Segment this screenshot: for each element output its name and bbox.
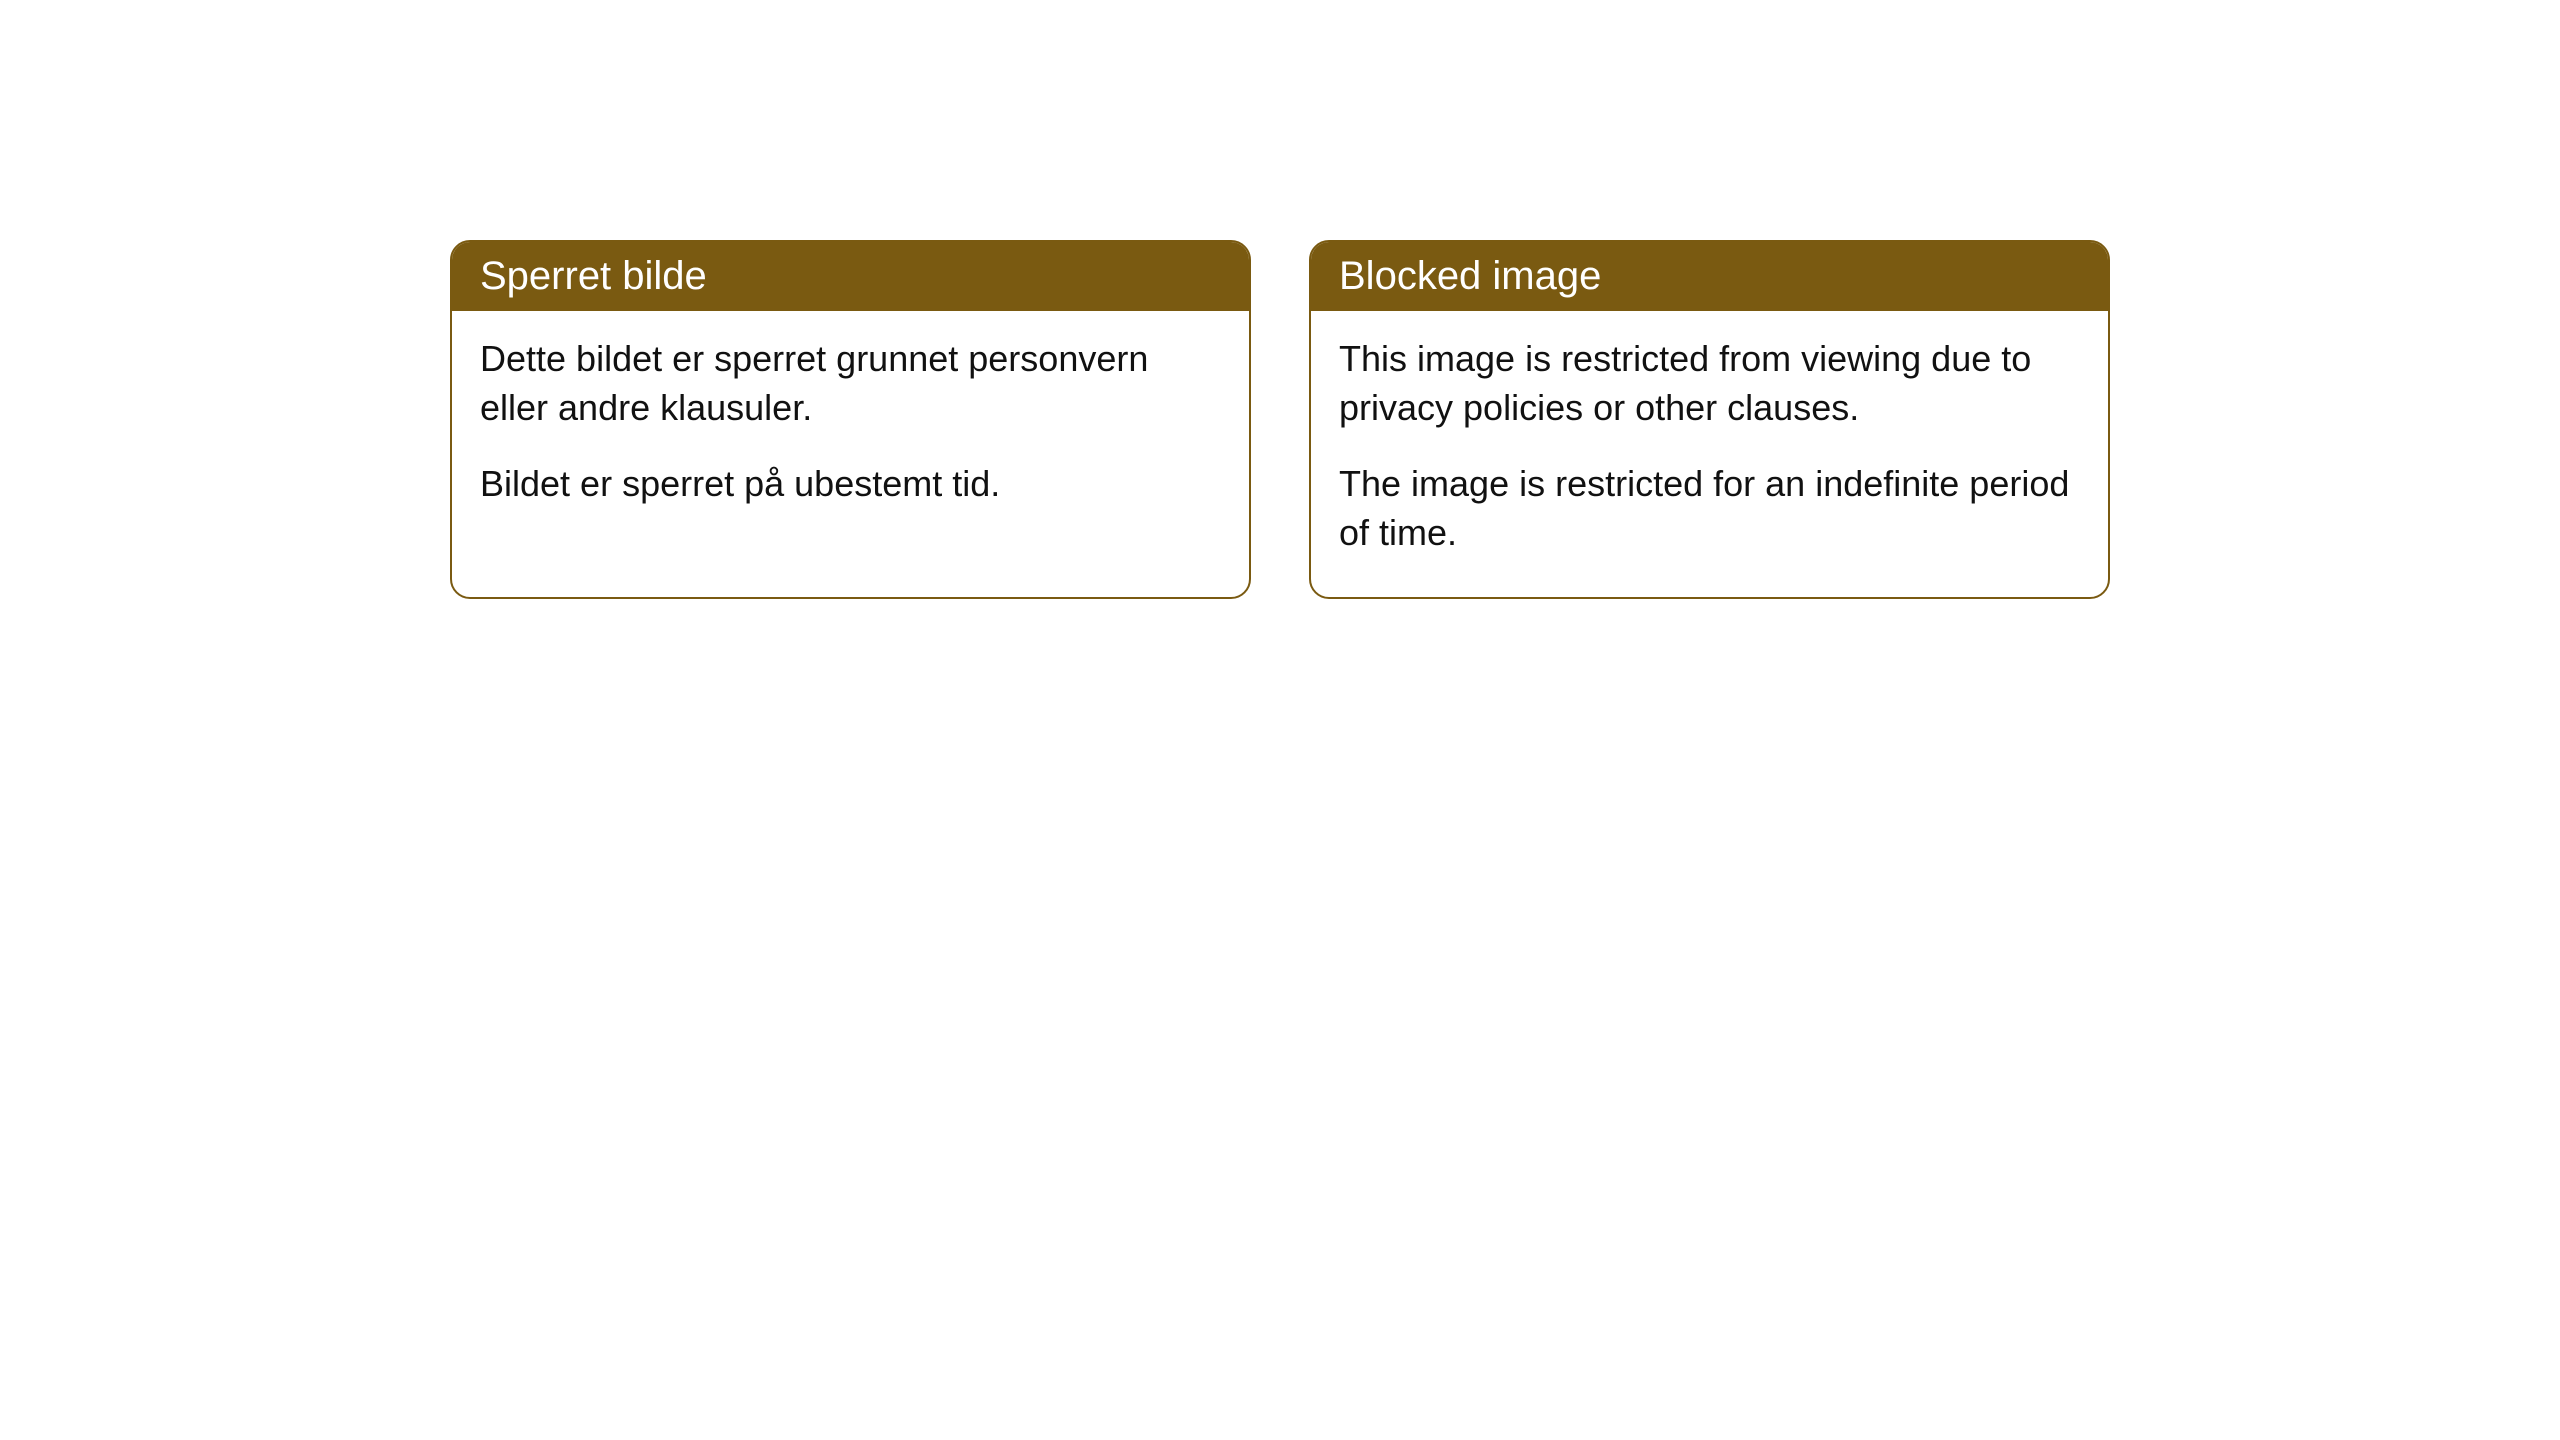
card-header-norwegian: Sperret bilde	[452, 242, 1249, 311]
cards-container: Sperret bilde Dette bildet er sperret gr…	[450, 240, 2110, 599]
card-title-norwegian: Sperret bilde	[480, 254, 707, 298]
card-body-english: This image is restricted from viewing du…	[1311, 311, 2108, 597]
card-paragraph-2-norwegian: Bildet er sperret på ubestemt tid.	[480, 460, 1221, 509]
card-english: Blocked image This image is restricted f…	[1309, 240, 2110, 599]
card-norwegian: Sperret bilde Dette bildet er sperret gr…	[450, 240, 1251, 599]
card-paragraph-1-norwegian: Dette bildet er sperret grunnet personve…	[480, 335, 1221, 432]
card-title-english: Blocked image	[1339, 254, 1601, 298]
card-header-english: Blocked image	[1311, 242, 2108, 311]
card-paragraph-1-english: This image is restricted from viewing du…	[1339, 335, 2080, 432]
card-body-norwegian: Dette bildet er sperret grunnet personve…	[452, 311, 1249, 549]
card-paragraph-2-english: The image is restricted for an indefinit…	[1339, 460, 2080, 557]
